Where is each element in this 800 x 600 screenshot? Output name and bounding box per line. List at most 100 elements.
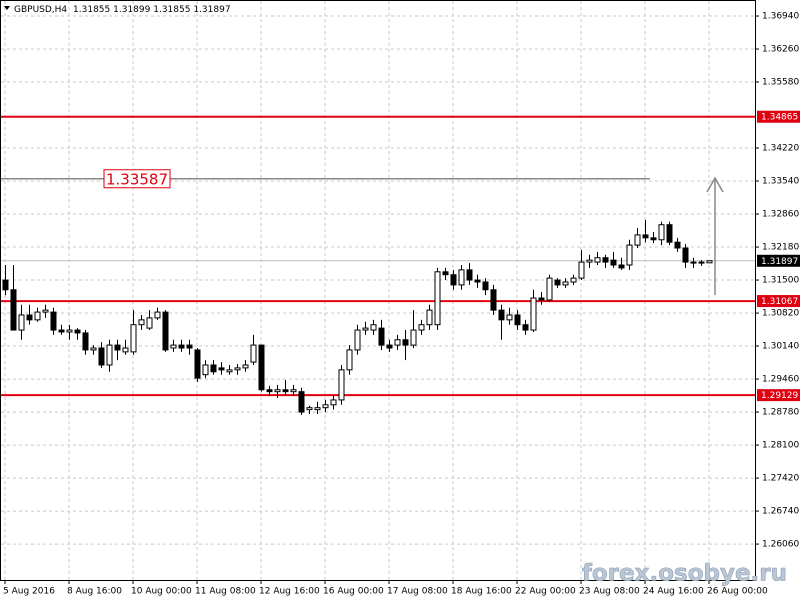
close-value: 1.31897	[193, 5, 230, 15]
candle-body	[74, 329, 81, 334]
candle-body	[98, 347, 105, 366]
candle-body	[194, 349, 201, 379]
level-label: 1.34865	[761, 113, 798, 123]
candle-body	[626, 244, 633, 266]
candle-body	[706, 260, 713, 264]
candle-body	[346, 349, 353, 371]
candle-body	[282, 389, 289, 393]
candle-body	[50, 311, 57, 331]
y-tick-label: 1.28100	[762, 441, 799, 451]
x-tick-label: 5 Aug 2016	[3, 587, 55, 597]
candle-body	[10, 289, 17, 331]
symbol-icon	[4, 6, 10, 10]
candle-body	[338, 369, 345, 401]
candle-body	[378, 327, 385, 346]
watermark: forex.osobye.ru	[582, 561, 787, 587]
level-label-box	[757, 295, 800, 308]
candle-body	[34, 311, 41, 321]
x-tick-label: 8 Aug 16:00	[67, 587, 122, 597]
candle-body	[130, 324, 137, 353]
high-value: 1.31899	[113, 5, 150, 15]
candle-body	[154, 311, 161, 319]
y-tick-label: 1.36940	[762, 12, 799, 22]
candle-body	[26, 314, 33, 321]
candle-body	[418, 324, 425, 331]
candle-body	[162, 311, 169, 351]
y-tick-label: 1.29460	[762, 375, 799, 385]
candle-body	[482, 281, 489, 291]
candle-body	[602, 257, 609, 263]
y-tick-label: 1.31500	[762, 276, 799, 286]
candle-body	[594, 257, 601, 263]
y-tick-label: 1.26060	[762, 540, 799, 550]
y-tick-label: 1.34220	[762, 144, 799, 154]
candle-body	[690, 261, 697, 264]
candle-body	[658, 224, 665, 241]
axis-layer: 1.36940 1.36260 1.35580 1.34220 1.33540 1.328…	[3, 12, 800, 597]
candle-body	[402, 339, 409, 346]
x-tick-label: 10 Aug 00:00	[131, 587, 192, 597]
y-tick-label: 1.32180	[762, 243, 799, 253]
candle-body	[466, 269, 473, 281]
open-value: 1.31855	[73, 5, 110, 15]
candle-body	[498, 309, 505, 321]
candle-body	[322, 404, 329, 409]
y-tick-label: 1.30820	[762, 309, 799, 319]
plot-border	[0, 0, 756, 581]
candle-body	[578, 261, 585, 279]
y-tick-label: 1.32860	[762, 210, 799, 220]
candle-body	[218, 367, 225, 371]
candle-body	[354, 329, 361, 351]
candle-body	[426, 309, 433, 326]
candle-body	[226, 369, 233, 373]
candle-body	[586, 259, 593, 263]
candle-body	[210, 364, 217, 373]
candle-body	[234, 367, 241, 371]
candle-body	[66, 329, 73, 333]
candle-body	[18, 314, 25, 331]
candle-body	[178, 344, 185, 349]
candle-body	[682, 247, 689, 263]
price-label: 1.33587	[106, 170, 168, 188]
candle-body	[250, 344, 257, 363]
current-price-label: 1.31897	[761, 257, 798, 267]
candle-body	[562, 281, 569, 286]
candle-body	[538, 297, 545, 301]
candle-body	[506, 314, 513, 321]
candle-body	[266, 389, 273, 393]
y-tick-label: 1.27420	[762, 474, 799, 484]
candle-body	[314, 407, 321, 411]
candle-body	[274, 389, 281, 393]
candle-body	[202, 364, 209, 376]
y-tick-label: 1.36260	[762, 45, 799, 55]
candle-body	[386, 344, 393, 349]
candle-body	[570, 277, 577, 283]
candle-body	[490, 289, 497, 311]
candle-body	[410, 329, 417, 346]
candle-body	[82, 332, 89, 351]
candle-body	[674, 241, 681, 249]
candle-body	[298, 391, 305, 413]
level-label-box	[757, 110, 800, 123]
candle-body	[362, 327, 369, 331]
candle-body	[618, 264, 625, 269]
candle-body	[106, 344, 113, 366]
y-tick-label: 1.26740	[762, 507, 799, 517]
current-price-box	[757, 254, 800, 267]
candle-layer	[2, 219, 713, 415]
x-tick-label: 24 Aug 16:00	[643, 587, 704, 597]
x-tick-label: 23 Aug 08:00	[579, 587, 640, 597]
candle-body	[698, 261, 705, 264]
x-tick-label: 18 Aug 16:00	[451, 587, 512, 597]
candle-body	[554, 279, 561, 286]
y-tick-label: 1.30140	[762, 342, 799, 352]
candle-body	[434, 271, 441, 326]
x-tick-label: 11 Aug 08:00	[195, 587, 256, 597]
candle-body	[122, 347, 129, 353]
candle-body	[258, 344, 265, 391]
candle-body	[650, 237, 657, 241]
y-tick-label: 1.28780	[762, 408, 799, 418]
